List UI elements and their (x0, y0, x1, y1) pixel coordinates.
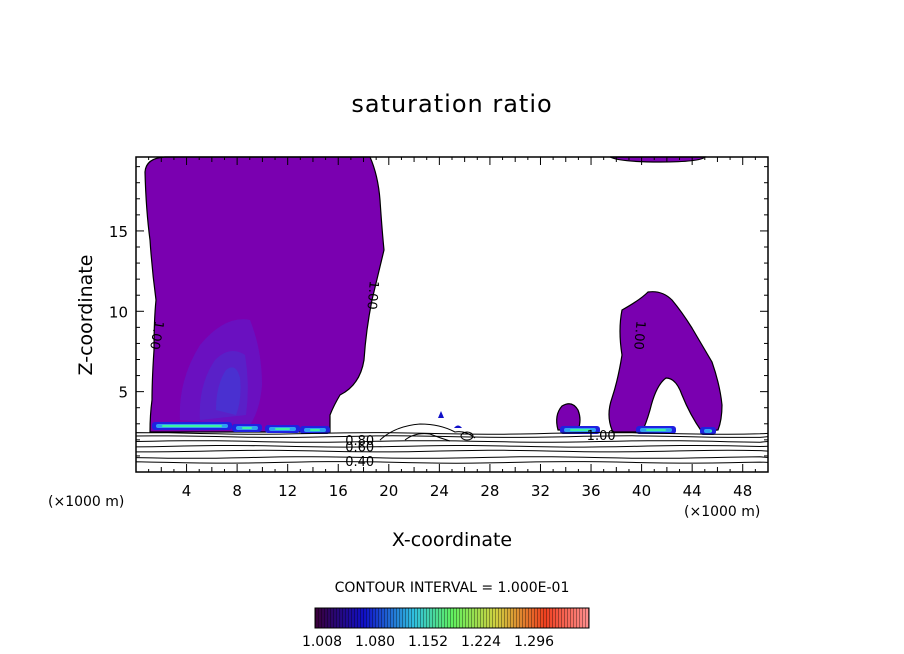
isoline (135, 440, 769, 443)
cloud-region-right-small (556, 403, 581, 431)
contour-label: 1.00 (587, 429, 616, 444)
colorbar-label: 1.080 (355, 634, 395, 650)
contour-interval-text: CONTOUR INTERVAL = 1.000E-01 (335, 580, 570, 596)
supersat-band-inner (242, 427, 252, 429)
surface-isolines (135, 432, 769, 464)
cloud-region-left (144, 156, 385, 433)
small-blue-feature-2 (454, 425, 462, 428)
plot-area (135, 156, 769, 464)
x-tick-label: 44 (683, 482, 702, 500)
colorbar-label: 1.152 (408, 634, 448, 650)
isoline (135, 432, 769, 435)
isoline (135, 435, 769, 438)
cloud-region-right (608, 291, 723, 433)
contour-small-feature (379, 423, 476, 441)
contour-label: 1.00 (146, 320, 166, 351)
supersat-band-inner (310, 429, 320, 431)
colorbar-label: 1.008 (302, 634, 342, 650)
x-unit-left: (×1000 m) (48, 494, 124, 510)
y-tick-label: 10 (109, 303, 128, 321)
contour-labels: 1.00 1.00 1.00 1.00 0.800.600.40 (146, 280, 647, 470)
supersat-band-inner (162, 425, 222, 427)
inner-shade-3 (216, 367, 241, 415)
x-tick-label: 48 (733, 482, 752, 500)
colorbar-labels: 1.008 1.080 1.152 1.224 1.296 (302, 634, 554, 650)
y-axis-ticks: 5 10 15 (109, 166, 768, 473)
isoline (135, 461, 769, 464)
x-tick-label: 32 (531, 482, 550, 500)
contour-label: 0.40 (345, 455, 374, 470)
supersat-band-inner (275, 428, 290, 430)
supersaturation-bands (152, 422, 716, 435)
y-tick-label: 5 (118, 384, 128, 402)
x-tick-label: 8 (232, 482, 242, 500)
x-tick-label: 4 (182, 482, 192, 500)
x-tick-label: 40 (632, 482, 651, 500)
cloud-region-right-top (609, 156, 707, 163)
contour-label: 0.80 (345, 434, 374, 449)
supersat-band-inner (646, 429, 666, 431)
contour-label: 1.00 (363, 280, 380, 310)
small-blue-feature (438, 411, 444, 418)
colorbar-label: 1.224 (461, 634, 501, 650)
y-axis-label: Z-coordinate (75, 255, 97, 376)
x-tick-label: 16 (329, 482, 348, 500)
x-tick-label: 36 (581, 482, 600, 500)
supersat-band-core (704, 429, 712, 433)
chart-title: saturation ratio (351, 90, 552, 118)
x-tick-label: 20 (379, 482, 398, 500)
contour-small-ellipse (460, 431, 474, 441)
x-axis-label: X-coordinate (392, 529, 512, 551)
supersat-band-inner (710, 430, 712, 432)
isoline (135, 456, 769, 459)
contour-label: 1.00 (630, 320, 647, 350)
isoline (135, 449, 769, 453)
supersat-band-inner (570, 429, 590, 431)
x-tick-label: 12 (278, 482, 297, 500)
x-unit-right: (×1000 m) (684, 504, 760, 520)
y-tick-label: 15 (109, 223, 128, 241)
x-tick-label: 24 (430, 482, 449, 500)
x-axis-ticks: 4 8 12 16 20 24 28 32 36 40 44 48 (135, 157, 769, 500)
contour-small-feature-2 (404, 433, 451, 442)
colorbar-stripes (315, 608, 589, 628)
colorbar-label: 1.296 (514, 634, 554, 650)
contour-label: 0.60 (345, 440, 374, 455)
x-tick-label: 28 (480, 482, 499, 500)
isoline (135, 445, 769, 448)
